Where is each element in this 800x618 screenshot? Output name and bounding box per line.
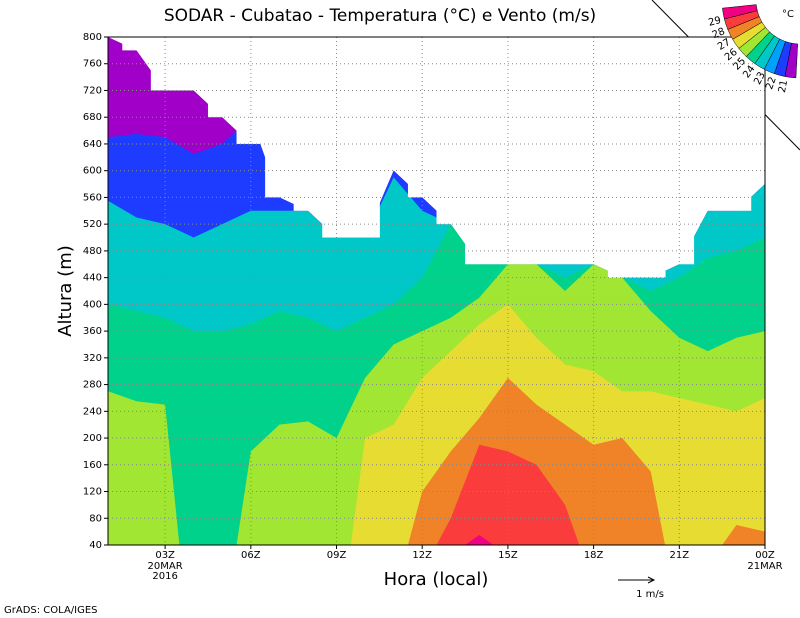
y-tick-label: 400 [83, 299, 102, 310]
y-tick-label: 360 [83, 326, 102, 337]
y-tick-label: 680 [83, 112, 102, 123]
temperature-band [465, 534, 494, 545]
colorbar-label: 29 [707, 15, 722, 29]
x-tick-label: 18Z [584, 550, 604, 561]
colorbar-label: 28 [711, 26, 727, 41]
x-tick-label: 03Z [155, 550, 175, 561]
missing-data [722, 37, 752, 211]
x-tick-label: 09Z [327, 550, 347, 561]
temperature-band [722, 524, 765, 545]
missing-data [379, 37, 409, 171]
wind-scale-arrowhead [647, 576, 656, 584]
wind-scale-label: 1 m/s [636, 589, 664, 600]
y-tick-label: 480 [83, 246, 102, 257]
missing-data [579, 37, 609, 265]
x-date-label: 21MAR [747, 561, 782, 572]
y-tick-label: 720 [83, 85, 102, 96]
missing-data [636, 37, 666, 278]
colorbar-unit: °C [782, 9, 794, 20]
x-date-label: 2016 [152, 571, 177, 582]
y-tick-label: 760 [83, 59, 102, 70]
plot-area [108, 37, 765, 545]
colorbar-label: 22 [764, 75, 779, 91]
plot-frame [107, 36, 766, 546]
colorbar-label: 23 [752, 70, 768, 86]
missing-data [522, 37, 552, 265]
temperature-band [436, 444, 580, 545]
y-tick-label: 120 [83, 487, 102, 498]
missing-data [607, 37, 637, 278]
missing-data [465, 37, 495, 265]
x-tick-label: 12Z [412, 550, 432, 561]
y-tick-label: 240 [83, 406, 102, 417]
x-tick-label: 00Z [755, 550, 775, 561]
colorbar-label: 21 [777, 79, 790, 94]
temperature-band [108, 391, 180, 545]
chart-title: SODAR - Cubatao - Temperatura (°C) e Ven… [164, 6, 596, 26]
y-tick-label: 40 [89, 540, 102, 551]
missing-data [665, 37, 695, 265]
missing-data [265, 37, 295, 198]
y-tick-label: 280 [83, 380, 102, 391]
y-tick-label: 320 [83, 353, 102, 364]
y-tick-label: 640 [83, 139, 102, 150]
y-tick-label: 560 [83, 192, 102, 203]
x-tick-label: 15Z [498, 550, 518, 561]
missing-data [207, 37, 238, 118]
y-tick-label: 160 [83, 460, 102, 471]
missing-data [750, 37, 765, 185]
missing-data [436, 37, 466, 225]
missing-data [350, 37, 380, 238]
y-tick-label: 80 [89, 513, 102, 524]
missing-data [493, 37, 523, 265]
x-axis-label: Hora (local) [384, 569, 489, 590]
x-tick-label: 06Z [241, 550, 261, 561]
x-date-label: 20MAR [148, 561, 183, 572]
y-tick-label: 800 [83, 32, 102, 43]
colorbar-segment [784, 42, 798, 79]
missing-data [122, 37, 152, 51]
y-tick-label: 520 [83, 219, 102, 230]
missing-data [693, 37, 723, 211]
missing-data [550, 37, 580, 265]
y-tick-label: 200 [83, 433, 102, 444]
y-tick-label: 440 [83, 273, 102, 284]
y-axis-label: Altura (m) [55, 245, 76, 337]
x-tick-label: 21Z [670, 550, 690, 561]
missing-data [293, 37, 323, 211]
y-tick-label: 600 [83, 166, 102, 177]
footer: GrADS: COLA/IGES [4, 605, 98, 616]
